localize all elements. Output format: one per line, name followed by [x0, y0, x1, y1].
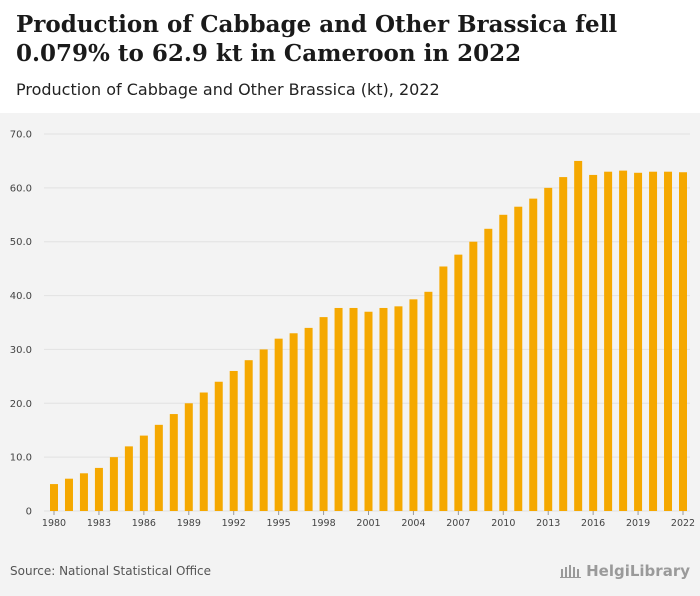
bar-1981 — [64, 478, 73, 511]
bar-2019 — [634, 172, 643, 511]
bar-1987 — [154, 424, 163, 511]
bar-2020 — [649, 171, 658, 511]
bar-1992 — [229, 370, 238, 511]
x-tick-label: 2019 — [626, 518, 650, 529]
y-tick-label: 70.0 — [10, 130, 32, 141]
bar-2010 — [499, 214, 508, 511]
x-tick-label: 1989 — [177, 518, 201, 529]
bar-1996 — [289, 333, 298, 511]
x-tick-label: 2007 — [446, 518, 470, 529]
bar-2022 — [679, 172, 687, 512]
chart-area: 0 10.0 20.0 30.0 40.0 50.0 60.0 70.0 1980 1983 19… — [0, 113, 700, 596]
bar-2006 — [439, 266, 448, 511]
bar-2021 — [664, 171, 673, 511]
bar-2000 — [349, 307, 358, 511]
x-tick-label: 2016 — [581, 518, 605, 529]
x-tick-label: 2013 — [536, 518, 560, 529]
bar-2003 — [394, 306, 403, 511]
x-tick-label: 1986 — [132, 518, 156, 529]
x-tick-label: 2001 — [356, 518, 380, 529]
bar-2018 — [619, 170, 628, 511]
bar-2013 — [544, 187, 553, 512]
bar-2016 — [589, 174, 598, 511]
x-axis-ticks: 1980 1983 1986 1989 1992 1995 1998 2001 2004 2007… — [42, 511, 695, 529]
source-note: Source: National Statistical Office — [10, 564, 212, 578]
brand-logo: HelgiLibrary — [560, 562, 690, 580]
y-tick-label: 40.0 — [10, 291, 32, 302]
x-tick-label: 1980 — [42, 518, 66, 529]
bar-2017 — [604, 171, 613, 511]
bar-1991 — [214, 381, 223, 511]
bar-2009 — [484, 228, 493, 511]
bar-1990 — [199, 392, 208, 511]
x-tick-label: 2010 — [491, 518, 515, 529]
bar-2012 — [529, 198, 538, 511]
bar-1983 — [94, 467, 103, 511]
bar-2008 — [469, 241, 478, 511]
bar-1997 — [304, 327, 313, 511]
y-tick-label: 30.0 — [10, 345, 32, 356]
bar-1984 — [109, 457, 118, 511]
y-tick-label: 60.0 — [10, 183, 32, 194]
bar-1986 — [139, 435, 148, 511]
bar-1989 — [184, 403, 193, 511]
bar-2014 — [559, 177, 568, 511]
y-axis-ticks: 0 10.0 20.0 30.0 40.0 50.0 60.0 70.0 — [10, 130, 32, 518]
bar-2004 — [409, 299, 418, 511]
bar-2011 — [514, 206, 523, 511]
bar-1980 — [50, 484, 58, 511]
bar-2015 — [574, 160, 583, 511]
x-tick-label: 1983 — [87, 518, 111, 529]
y-tick-label: 0 — [26, 507, 32, 518]
bar-1993 — [244, 360, 253, 511]
bars — [50, 160, 687, 512]
bar-1995 — [274, 338, 283, 511]
chart-header: Production of Cabbage and Other Brassica… — [0, 0, 700, 113]
chart-title: Production of Cabbage and Other Brassica… — [16, 11, 618, 67]
x-tick-label: 1998 — [311, 518, 335, 529]
bar-1988 — [169, 414, 178, 511]
y-tick-label: 20.0 — [10, 399, 32, 410]
chart-subtitle: Production of Cabbage and Other Brassica… — [16, 80, 440, 99]
bar-1998 — [319, 317, 328, 511]
bar-1985 — [124, 446, 133, 511]
library-icon — [560, 565, 582, 578]
bar-2005 — [424, 291, 433, 511]
bar-2001 — [364, 311, 373, 511]
x-tick-label: 1995 — [267, 518, 291, 529]
bar-2007 — [454, 254, 463, 511]
bar-1999 — [334, 307, 343, 511]
y-tick-label: 50.0 — [10, 237, 32, 248]
bar-1982 — [79, 473, 88, 511]
bar-chart: 010.020.030.040.050.060.070.0 1980 1983 19… — [10, 130, 695, 530]
y-tick-label: 10.0 — [10, 453, 32, 464]
x-tick-label: 2022 — [671, 518, 695, 529]
bar-1994 — [259, 349, 268, 511]
x-tick-label: 1992 — [222, 518, 246, 529]
brand-name: HelgiLibrary — [586, 562, 690, 580]
bar-2002 — [379, 307, 388, 511]
x-tick-label: 2004 — [401, 518, 425, 529]
